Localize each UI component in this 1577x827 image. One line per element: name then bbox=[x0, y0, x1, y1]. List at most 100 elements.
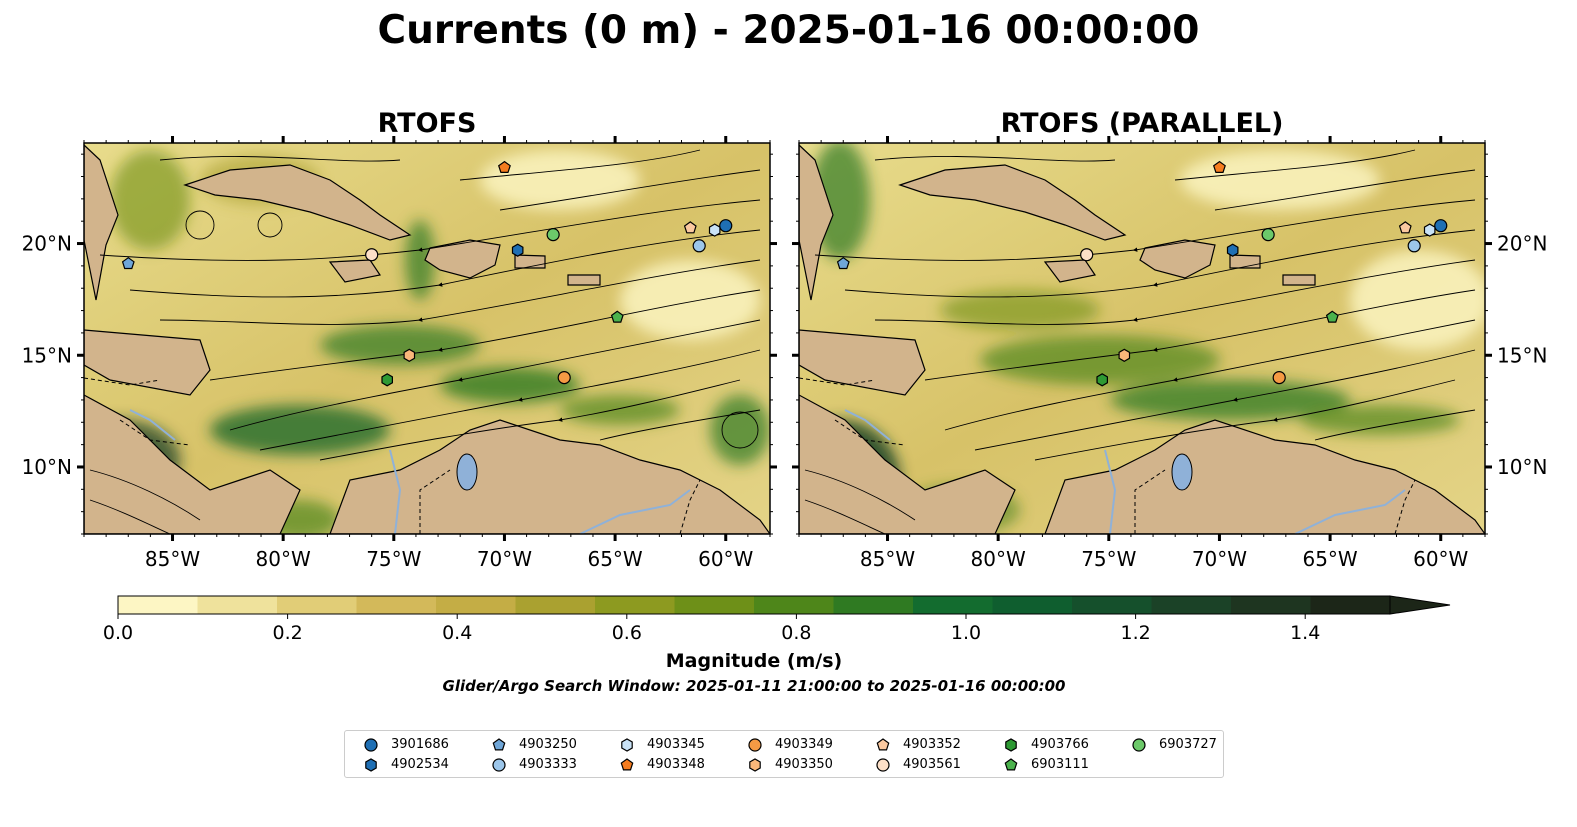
float-4903350[interactable] bbox=[403, 348, 416, 362]
land bbox=[84, 144, 770, 534]
legend-label: 4903333 bbox=[519, 757, 577, 772]
colorbar-segment bbox=[913, 596, 993, 614]
legend-label: 4903766 bbox=[1031, 737, 1089, 752]
lat-tick-label: 15°N bbox=[1497, 343, 1547, 367]
float-4903345[interactable] bbox=[1423, 223, 1436, 237]
legend-label: 4903348 bbox=[647, 757, 705, 772]
colorbar-segment bbox=[754, 596, 834, 614]
lake-maracaibo bbox=[1171, 453, 1193, 491]
float-4903352[interactable] bbox=[683, 221, 697, 234]
map-axes: 85°W 80°W 75°W 70°W 65°W 60°W 20°N 15°N 10°N 85°W… bbox=[22, 136, 1547, 571]
legend-label: 4903350 bbox=[775, 757, 833, 772]
lake-maracaibo bbox=[456, 453, 478, 491]
colorbar-segment bbox=[595, 596, 675, 614]
colorbar-segment bbox=[515, 596, 596, 614]
lat-tick-label: 20°N bbox=[22, 232, 72, 256]
float-6903111[interactable] bbox=[610, 310, 624, 323]
float-4903250[interactable] bbox=[121, 256, 135, 270]
float-4903348[interactable] bbox=[1212, 160, 1226, 173]
legend-marker-4903350 bbox=[749, 758, 761, 772]
country-borders bbox=[84, 377, 701, 534]
float-4903350[interactable] bbox=[1118, 348, 1131, 362]
colorbar-segment bbox=[197, 596, 278, 614]
float-4903333[interactable] bbox=[692, 239, 706, 253]
colorbar-segment bbox=[436, 596, 516, 614]
float-markers[interactable] bbox=[121, 160, 733, 387]
panel-frame bbox=[798, 142, 1486, 535]
legend-label: 4903345 bbox=[647, 737, 705, 752]
colorbar-segment bbox=[1151, 596, 1232, 614]
colorbar-segment bbox=[277, 596, 357, 614]
streamlines bbox=[89, 149, 761, 534]
colorbar-tick-label: 0.4 bbox=[442, 622, 472, 644]
panel-title-rtofs-parallel: RTOFS (PARALLEL) bbox=[1000, 108, 1284, 139]
colorbar: 0.0 0.2 0.4 0.6 0.8 1.0 1.2 1.4 bbox=[103, 595, 1451, 644]
legend-marker bbox=[749, 758, 761, 772]
lat-tick-label: 10°N bbox=[1497, 455, 1547, 479]
float-4903349[interactable] bbox=[557, 371, 571, 385]
legend-label: 4902534 bbox=[391, 757, 449, 772]
float-4903345[interactable] bbox=[708, 223, 721, 237]
float-4903561[interactable] bbox=[1080, 248, 1094, 262]
float-6903111[interactable] bbox=[1325, 310, 1339, 323]
map-panel-rtofs[interactable] bbox=[60, 143, 770, 540]
float-markers[interactable] bbox=[836, 160, 1448, 387]
float-4903766[interactable] bbox=[1096, 373, 1109, 387]
float-4903561[interactable] bbox=[365, 248, 379, 262]
colorbar-segment bbox=[1310, 596, 1391, 614]
float-4902534[interactable] bbox=[511, 243, 524, 257]
float-4903333[interactable] bbox=[1407, 239, 1421, 253]
legend-marker-4903333 bbox=[492, 758, 506, 772]
float-4903348[interactable] bbox=[497, 160, 511, 173]
colorbar-segment bbox=[356, 596, 437, 614]
rivers bbox=[129, 409, 691, 534]
legend-marker-4903250 bbox=[492, 738, 506, 751]
legend-marker-4902534 bbox=[365, 758, 377, 772]
float-legend: 3901686 4902534 4903250 4903333 4903345 49033… bbox=[344, 730, 1224, 778]
legend-label: 4903352 bbox=[903, 737, 961, 752]
float-3901686[interactable] bbox=[1434, 219, 1448, 233]
colorbar-tick-label: 0.2 bbox=[272, 622, 302, 644]
lon-tick-label: 70°W bbox=[477, 547, 532, 571]
legend-marker bbox=[492, 738, 506, 751]
lon-tick-label: 60°W bbox=[698, 547, 753, 571]
legend-marker-4903348 bbox=[620, 758, 634, 771]
lon-tick-label: 65°W bbox=[1302, 547, 1357, 571]
lat-tick-label: 15°N bbox=[22, 343, 72, 367]
float-6903727[interactable] bbox=[546, 228, 560, 242]
float-4903349[interactable] bbox=[1272, 371, 1286, 385]
search-window-note: Glider/Argo Search Window: 2025-01-11 21… bbox=[442, 677, 1066, 695]
legend-marker bbox=[1004, 758, 1018, 771]
legend-label: 6903727 bbox=[1159, 737, 1217, 752]
panel-title-rtofs: RTOFS bbox=[377, 108, 477, 139]
colorbar-segment bbox=[833, 596, 914, 614]
float-3901686[interactable] bbox=[719, 219, 733, 233]
legend-marker-6903727 bbox=[1132, 738, 1146, 752]
float-4903766[interactable] bbox=[381, 373, 393, 387]
land bbox=[799, 144, 1485, 534]
colorbar-frame bbox=[117, 595, 1391, 615]
legend-marker bbox=[876, 738, 890, 751]
rivers bbox=[844, 409, 1406, 534]
panel-frame bbox=[83, 142, 771, 535]
lon-tick-label: 80°W bbox=[971, 547, 1026, 571]
float-4903352[interactable] bbox=[1398, 221, 1412, 234]
lon-tick-label: 70°W bbox=[1192, 547, 1247, 571]
legend-label: 4903349 bbox=[775, 737, 833, 752]
lon-tick-label: 85°W bbox=[145, 547, 200, 571]
lon-tick-label: 75°W bbox=[1081, 547, 1136, 571]
colorbar-segment bbox=[118, 596, 198, 614]
legend-marker bbox=[620, 758, 634, 771]
colorbar-tick-label: 1.4 bbox=[1290, 622, 1320, 644]
colorbar-segment bbox=[992, 596, 1073, 614]
float-4903250[interactable] bbox=[836, 256, 850, 270]
colorbar-segment bbox=[1072, 596, 1152, 614]
map-panel-rtofs-parallel[interactable] bbox=[780, 140, 1490, 540]
float-4902534[interactable] bbox=[1226, 243, 1239, 257]
legend-marker bbox=[1132, 738, 1146, 752]
colorbar-label: Magnitude (m/s) bbox=[665, 650, 843, 672]
legend-marker-3901686 bbox=[364, 738, 378, 752]
float-6903727[interactable] bbox=[1261, 228, 1275, 242]
legend-label: 4903250 bbox=[519, 737, 577, 752]
